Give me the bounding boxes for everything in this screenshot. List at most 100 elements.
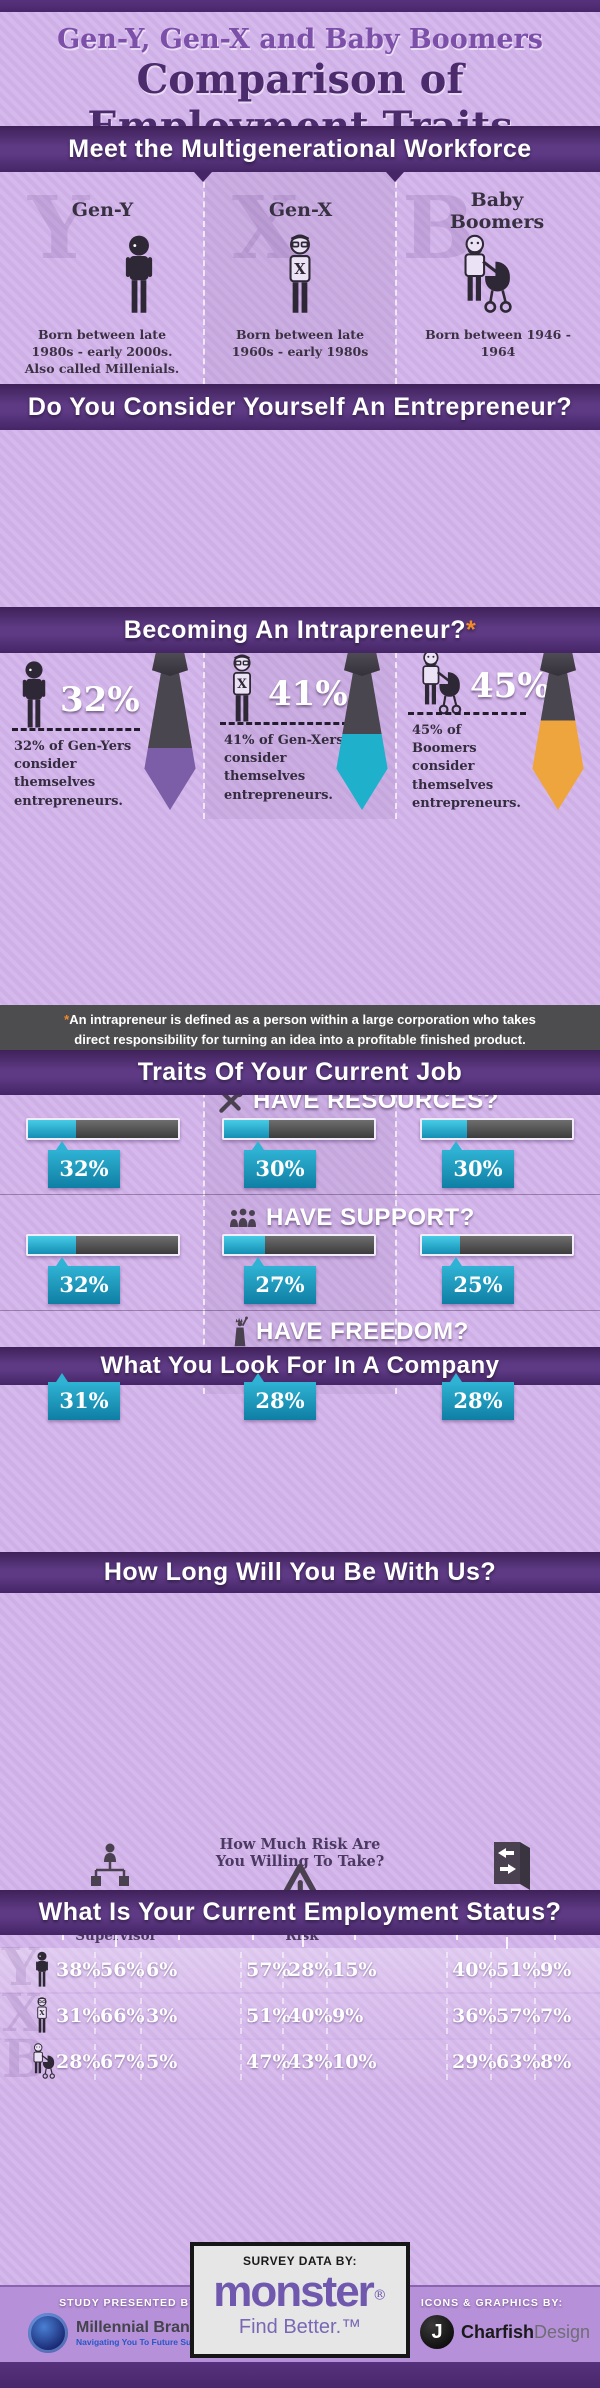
tie-fill xyxy=(532,672,584,810)
cell-value: 9% xyxy=(332,2005,364,2027)
tie-fill xyxy=(144,672,196,810)
people-icon xyxy=(228,1207,258,1229)
footnote-line1: An intrapreneur is defined as a person w… xyxy=(69,1012,536,1027)
cell-value: 51% xyxy=(496,1959,541,1981)
ghost-letter-y: Y xyxy=(28,178,90,279)
boomers-row: B 28% 67% 5% 47% 43% 10% 29% 63% 8% xyxy=(0,2034,600,2086)
entrepreneur-section: 32% 32% of Gen-Yers consider themselves … xyxy=(0,642,600,819)
cell-value: 28% xyxy=(288,1959,333,1981)
row-divider xyxy=(0,1310,600,1311)
workforce-section: Y X B Gen-Y Gen-X Baby Boomers X Born be… xyxy=(0,172,600,384)
boomers-entrepreneur-text: 45% of Boomers consider themselves entre… xyxy=(412,723,521,811)
gen-y-entrepreneur-pct: 32% xyxy=(60,680,140,720)
charfish-design-logo[interactable]: J CharfishDesign xyxy=(420,2315,590,2349)
cell-value: 29% xyxy=(452,2051,497,2073)
cell-value: 40% xyxy=(288,2005,333,2027)
monster-survey-box[interactable]: SURVEY DATA BY: monster® Find Better.™ xyxy=(190,2242,410,2358)
boomers-support-callout: 25% xyxy=(442,1257,514,1304)
dashed-underline xyxy=(408,712,526,715)
exit-door-icon xyxy=(488,1836,534,1892)
asterisk: * xyxy=(465,616,477,644)
column-separator xyxy=(203,172,205,384)
gen-y-icon xyxy=(118,234,160,318)
millennial-branding-tagline: Navigating You To Future Success xyxy=(76,2337,215,2347)
column-separator xyxy=(203,642,205,819)
section-heading-tenure: How Long Will You Be With Us? xyxy=(0,1552,600,1593)
cell-value: 5% xyxy=(146,2051,178,2073)
gen-x-tie-chart xyxy=(330,650,394,810)
ghost-letter-x: X xyxy=(232,178,299,279)
gen-y-resources-bar xyxy=(26,1118,180,1140)
label-connector xyxy=(302,1935,304,1947)
cell-value: 57% xyxy=(496,2005,541,2027)
baby-boomer-icon xyxy=(26,2043,56,2081)
cell-value: 7% xyxy=(540,2005,572,2027)
column-separator xyxy=(203,1042,205,1394)
dashed-underline xyxy=(220,722,348,725)
gen-y-resources-callout: 32% xyxy=(48,1141,120,1188)
cell-value: 9% xyxy=(540,1959,572,1981)
dashed-underline xyxy=(12,728,140,731)
traits-section: How Much Risk Are You Willing To Take? I… xyxy=(0,1836,600,2088)
bar-fill xyxy=(224,1236,265,1254)
tie-fill xyxy=(336,672,388,810)
cell-value: 43% xyxy=(288,2051,333,2073)
gen-x-support-callout: 27% xyxy=(244,1257,316,1304)
boomers-name: Baby Boomers xyxy=(449,189,545,233)
column-separator xyxy=(395,172,397,384)
cell-value: 40% xyxy=(452,1959,497,1981)
gen-x-resources-bar xyxy=(222,1118,376,1140)
gen-x-entrepreneur-pct: 41% xyxy=(268,674,348,714)
cell-value: 66% xyxy=(100,2005,145,2027)
baby-boomer-icon xyxy=(408,650,464,718)
cell-value: 47% xyxy=(246,2051,291,2073)
monster-wordmark: monster xyxy=(213,2267,375,2316)
risk-subheading-line2: You Willing To Take? xyxy=(215,1853,385,1871)
gen-x-icon: X xyxy=(32,1997,52,2035)
cell-value: 8% xyxy=(540,2051,572,2073)
section-heading-intrapreneur: Becoming An Intrapreneur?* xyxy=(0,607,600,653)
cell-value: 67% xyxy=(100,2051,145,2073)
boomers-entrepreneur-pct: 45% xyxy=(470,666,550,706)
gen-x-freedom-callout: 28% xyxy=(244,1373,316,1420)
boomers-resources-callout: 30% xyxy=(442,1141,514,1188)
band-notch xyxy=(386,172,404,182)
boomers-resources-bar xyxy=(420,1118,574,1140)
gen-y-tie-chart xyxy=(138,650,202,810)
label-connector xyxy=(506,1937,508,1949)
top-border-strip xyxy=(0,0,600,12)
cell-value: 6% xyxy=(146,1959,178,1981)
gen-y-support-bar xyxy=(26,1234,180,1256)
boomers-description: Born between 1946 - 1964 xyxy=(425,327,571,359)
row-divider xyxy=(0,1194,600,1195)
section-heading-employment: What Is Your Current Employment Status? xyxy=(0,1890,600,1935)
millennial-branding-logo-mark xyxy=(28,2313,68,2353)
cell-value: 51% xyxy=(246,2005,291,2027)
cell-value: 38% xyxy=(56,1959,101,1981)
bottom-border-strip xyxy=(0,2362,600,2388)
section-heading-entrepreneur: Do You Consider Yourself An Entrepreneur… xyxy=(0,384,600,430)
charfish-name-bold: Charfish xyxy=(461,2321,535,2342)
bar-fill xyxy=(224,1120,269,1138)
have-support-heading: HAVE SUPPORT? xyxy=(228,1204,475,1232)
svg-text:X: X xyxy=(294,261,306,278)
footnote-line2: direct responsibility for turning an ide… xyxy=(74,1032,526,1048)
cell-value: 31% xyxy=(56,2005,101,2027)
monster-tagline: Find Better.™ xyxy=(238,2316,362,2338)
cell-value: 10% xyxy=(332,2051,377,2073)
gen-y-description: Born between late 1980s - early 2000s. A… xyxy=(24,327,180,376)
gen-y-entrepreneur-text: 32% of Gen-Yers consider themselves entr… xyxy=(14,739,132,809)
millennial-branding-logo[interactable]: Millennial Branding Navigating You To Fu… xyxy=(28,2313,224,2353)
icons-graphics-by-label: ICONS & GRAPHICS BY: xyxy=(420,2297,564,2309)
bar-fill xyxy=(28,1120,76,1138)
svg-text:X: X xyxy=(39,2009,45,2017)
gen-y-row: Y 38% 56% 6% 57% 28% 15% 40% 51% 9% xyxy=(0,1942,600,1994)
tie-knot xyxy=(540,650,576,676)
tie-knot xyxy=(152,650,188,676)
charfish-name-light: Design xyxy=(534,2321,591,2342)
have-support-label: HAVE SUPPORT? xyxy=(266,1204,475,1231)
have-freedom-heading: HAVE FREEDOM? xyxy=(232,1316,469,1348)
registered-mark: ® xyxy=(372,2287,387,2304)
gen-x-description: Born between late 1960s - early 1980s xyxy=(231,327,369,359)
